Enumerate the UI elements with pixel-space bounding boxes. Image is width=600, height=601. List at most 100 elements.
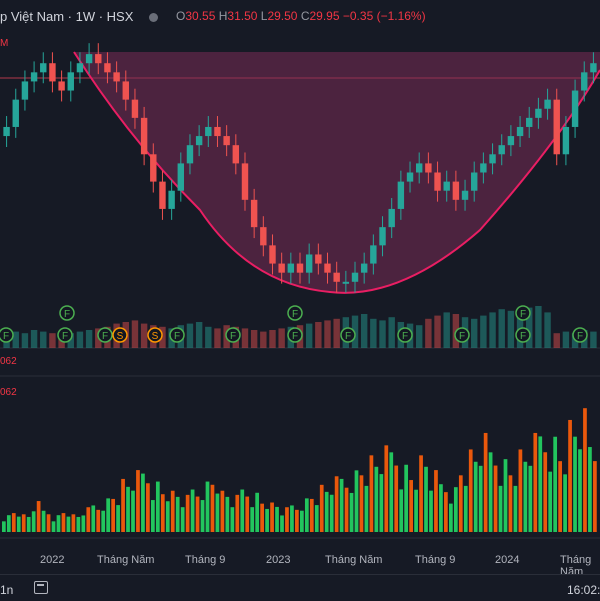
price-pane-volume-bar — [131, 320, 139, 348]
volume-bar — [76, 516, 81, 532]
candle-body — [305, 254, 313, 273]
volume-bar — [538, 436, 543, 532]
volume-bar — [31, 511, 36, 532]
price-pane-volume-bar — [370, 318, 377, 348]
low-value: 29.50 — [267, 9, 298, 23]
volume-bar — [349, 492, 354, 532]
volume-bar — [319, 484, 324, 532]
volume-bar — [151, 500, 155, 532]
volume-bar — [533, 432, 538, 532]
event-marker — [397, 327, 413, 343]
event-marker — [287, 327, 303, 343]
volume-bar — [210, 484, 215, 532]
volume-bar — [146, 483, 150, 532]
price-pane-volume-bar — [471, 318, 478, 348]
price-pane-volume-bar — [590, 331, 597, 348]
price-pane-volume-bar — [434, 315, 441, 348]
event-marker — [225, 327, 241, 343]
volume-bar — [265, 508, 269, 532]
price-pane-volume-bar — [49, 333, 56, 348]
volume-bar — [374, 466, 379, 532]
volume-bar — [270, 502, 274, 532]
candle-body — [342, 281, 350, 284]
volume-bar — [458, 475, 463, 532]
event-marker — [515, 305, 531, 321]
x-tick-label: 2024 — [495, 554, 520, 566]
volume-bar — [290, 505, 294, 532]
event-marker-label: F — [520, 309, 526, 320]
price-pane-volume-bar — [250, 330, 258, 348]
volume-bar — [339, 478, 344, 532]
candle-body — [434, 172, 441, 191]
volume-bar — [180, 507, 185, 532]
candle-body — [526, 117, 533, 127]
candle-body — [315, 254, 322, 264]
volume-bar — [175, 496, 180, 532]
candle-body — [507, 136, 515, 146]
price-pane-volume-bar — [526, 307, 533, 348]
event-marker-label: F — [3, 331, 9, 342]
volume-bar — [86, 507, 91, 532]
timeframe-button[interactable]: 1n — [0, 583, 14, 597]
price-pane-volume-bar — [562, 331, 570, 348]
candle-body — [104, 63, 111, 73]
candle-body — [471, 172, 478, 191]
candle-body — [544, 99, 551, 109]
event-marker — [169, 327, 185, 343]
event-marker — [147, 327, 163, 343]
candle-body — [452, 181, 460, 200]
volume-bar — [275, 506, 279, 532]
x-tick-label: Tháng 9 — [185, 554, 226, 566]
volume-bar — [314, 505, 319, 532]
event-marker-label: F — [577, 331, 583, 342]
event-marker — [340, 327, 356, 343]
volume-bar — [295, 509, 299, 532]
volume-bar — [334, 476, 339, 532]
candle-body — [351, 272, 359, 282]
event-marker — [57, 327, 73, 343]
calendar-icon[interactable] — [34, 581, 48, 594]
price-pane-volume-bar — [214, 328, 221, 348]
candle-body — [296, 263, 304, 273]
price-indicator-label: M — [0, 38, 9, 49]
event-marker-label: F — [345, 331, 351, 342]
volume-bar — [260, 503, 264, 532]
price-pane-volume-bar — [241, 328, 249, 348]
time-axis[interactable]: 2022 Tháng Năm Tháng 9 2023 Tháng Năm Th… — [0, 550, 600, 578]
x-tick-label: 2023 — [266, 554, 291, 566]
change-value: −0.35 (−1.16%) — [342, 9, 426, 23]
price-pane-volume-bar — [443, 312, 450, 348]
volume-bar — [329, 494, 334, 532]
candle-body — [30, 72, 38, 82]
candle-body — [461, 190, 469, 200]
clock-display: 16:02: — [567, 583, 600, 597]
price-pane-volume-bar — [333, 318, 340, 348]
bottom-toolbar: 1n 16:02: — [0, 574, 600, 601]
candle-body — [324, 263, 331, 273]
volume-bar — [478, 465, 483, 532]
price-pane-volume-bar — [40, 331, 47, 348]
candle-body — [49, 63, 56, 82]
symbol-title[interactable]: p Việt Nam · 1W · HSX — [0, 9, 134, 24]
price-pane-volume-bar — [140, 323, 148, 348]
price-pane-volume-bar — [30, 330, 38, 348]
price-pane-volume-bar — [305, 323, 313, 348]
event-marker — [112, 327, 128, 343]
volume-bar — [523, 461, 528, 532]
volume-bar — [185, 494, 190, 532]
candle-body — [40, 63, 47, 73]
volume-bar — [71, 514, 76, 532]
volume-bar — [493, 465, 498, 532]
volume-bar — [324, 491, 329, 532]
price-pane-volume-bar — [480, 315, 487, 348]
price-pane-volume-bar — [67, 333, 74, 348]
candle-body — [159, 181, 166, 209]
volume-bar — [26, 516, 31, 532]
x-tick-label: Tháng 9 — [415, 554, 456, 566]
candle-body — [269, 245, 276, 264]
volume-label-2: 062 — [0, 387, 17, 398]
event-marker-label: F — [520, 331, 526, 342]
candle-body — [388, 208, 395, 228]
event-marker — [59, 305, 75, 321]
